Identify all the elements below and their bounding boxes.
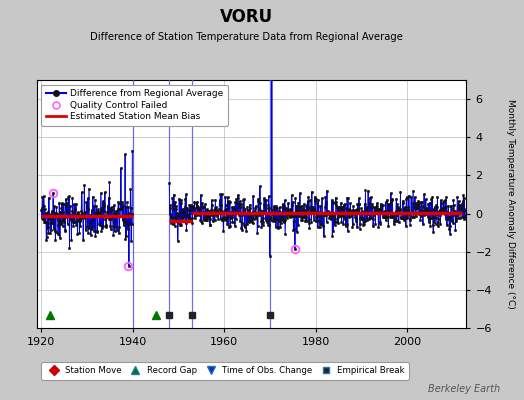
Legend: Station Move, Record Gap, Time of Obs. Change, Empirical Break: Station Move, Record Gap, Time of Obs. C… [41, 362, 409, 380]
Text: Difference of Station Temperature Data from Regional Average: Difference of Station Temperature Data f… [90, 32, 403, 42]
Y-axis label: Monthly Temperature Anomaly Difference (°C): Monthly Temperature Anomaly Difference (… [506, 99, 515, 309]
Text: Berkeley Earth: Berkeley Earth [428, 384, 500, 394]
Text: VORU: VORU [220, 8, 273, 26]
